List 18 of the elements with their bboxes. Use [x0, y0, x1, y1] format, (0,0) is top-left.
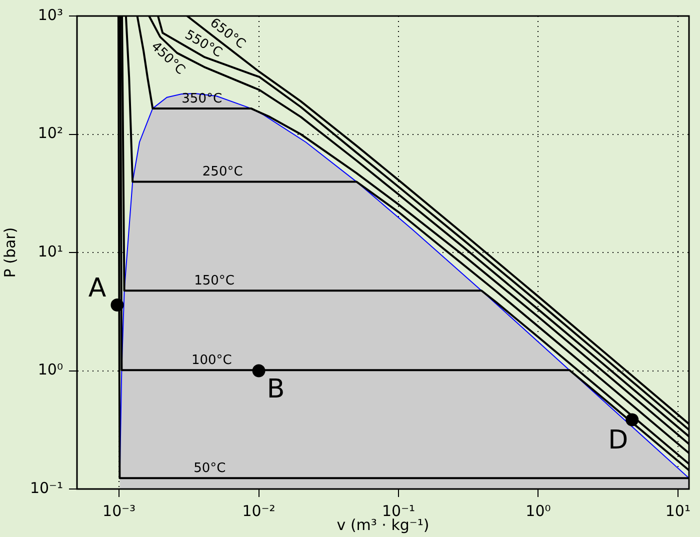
y-tick-label: 10³	[38, 6, 63, 24]
series-label: 350°C	[182, 91, 222, 106]
x-tick-label: 10⁻³	[102, 502, 136, 520]
annotation: A	[88, 274, 106, 304]
x-tick-label: 10¹	[665, 502, 690, 520]
x-tick-label: 10⁰	[526, 502, 551, 520]
y-tick-label: 10¹	[38, 242, 63, 260]
series-label: 150°C	[194, 274, 234, 288]
x-tick-label: 10⁻²	[242, 502, 276, 520]
series-label: 100°C	[191, 352, 232, 368]
annotation: B	[266, 374, 285, 404]
y-tick-label: 10²	[38, 124, 63, 142]
series-label: 50°C	[194, 461, 226, 476]
series-label: 250°C	[202, 164, 243, 180]
y-tick-label: 10⁰	[38, 360, 63, 379]
y-tick-label: 10⁻¹	[30, 478, 63, 497]
annotation: D	[608, 426, 628, 456]
y-axis-title: P (bar)	[0, 227, 19, 278]
